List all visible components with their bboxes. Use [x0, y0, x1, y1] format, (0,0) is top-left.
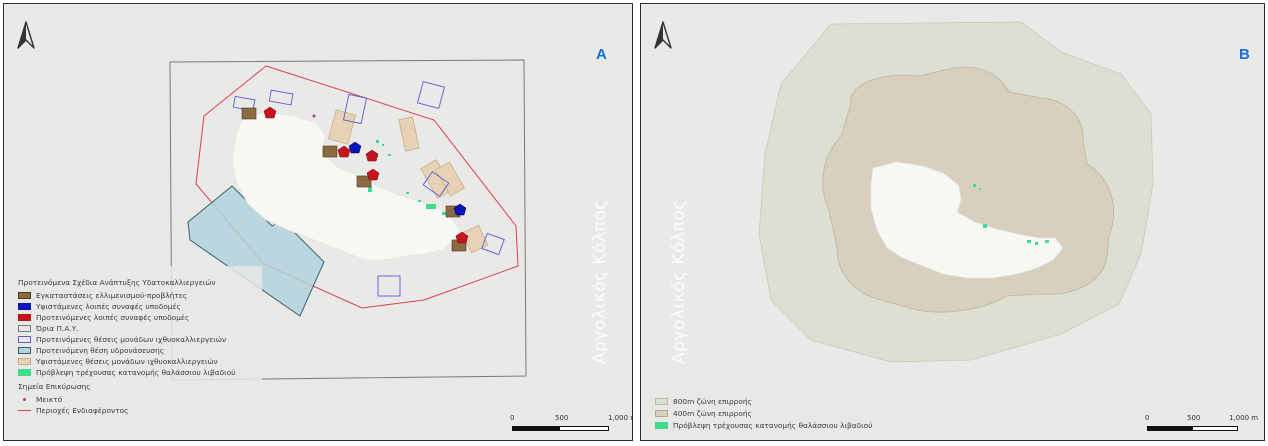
legend-item-label: Μεικτό: [36, 395, 63, 404]
legend-item-existing-infra: Υφιστάμενες λοιπές συναφές υποδομές: [18, 301, 181, 312]
legend-item-pay-boundary: Όρια Π.Α.Υ.: [18, 323, 79, 334]
hydro-site-swatch-icon: [18, 347, 31, 354]
existing-infrastructure: [348, 141, 467, 216]
scale-bar-b: 0 500 1,000 m: [1145, 414, 1263, 436]
interest-area: [195, 65, 519, 309]
island-b: [870, 161, 1064, 279]
scale-label-1000: 1,000 m: [1229, 414, 1259, 422]
legend-item-label: Πρόβλεψη τρέχουσας κατανομής θαλάσσιου λ…: [36, 368, 236, 377]
proposed-fish-units: [232, 80, 505, 297]
legend-item-label: Όρια Π.Α.Υ.: [36, 324, 79, 333]
validation-point: [312, 114, 316, 118]
proposed-units-swatch-icon: [18, 336, 31, 343]
legend-item-existing-units: Υφιστάμενες θέσεις μονάδων ιχθυοκαλλιεργ…: [18, 356, 218, 367]
scale-segment-dark: [512, 426, 559, 431]
map-panel-a[interactable]: A Αργολικός Κόλπος Προτεινόμενα Σχέδια Α…: [3, 3, 633, 441]
legend-item-label: 800m ζώνη επιρροής: [673, 397, 752, 406]
legend-item-label: Περιοχές Ενδιαφέροντος: [36, 406, 129, 415]
legend-item-zone400: 400m ζώνη επιρροής: [655, 408, 752, 419]
north-arrow-icon: [651, 20, 675, 50]
gulf-label-a: Αργολικός Κόλπος: [590, 199, 610, 364]
scale-label-0: 0: [510, 414, 515, 422]
zone400-swatch-icon: [655, 410, 668, 417]
scale-segment-light: [1192, 426, 1238, 431]
proposed-infra-swatch-icon: [18, 314, 31, 321]
seagrass-swatch-icon: [655, 422, 668, 429]
legend-item-label: Εγκαταστάσεις ελλιμενισμού-προβλήτες: [36, 291, 188, 300]
interest-line-icon: [18, 410, 31, 411]
legend-item-points: Μεικτό: [18, 394, 62, 405]
legend-item-seagrass: Πρόβλεψη τρέχουσας κατανομής θαλάσσιου λ…: [18, 367, 235, 378]
point-swatch-icon: [18, 396, 31, 403]
legend-item-label: Προτεινόμενη θέση υδρονάσευσης: [36, 346, 165, 355]
boundary-swatch-icon: [18, 325, 31, 332]
legend-item-seagrass-b: Πρόβλεψη τρέχουσας κατανομής θαλάσσιου λ…: [655, 420, 872, 431]
existing-units-swatch-icon: [18, 358, 31, 365]
scale-bar-a: 0 500 1,000 m: [510, 414, 632, 436]
scale-segment-light: [559, 426, 609, 431]
port-facilities: [241, 107, 467, 252]
legend-title: Προτεινόμενα Σχέδια Ανάπτυξης Υδατοκαλλι…: [18, 278, 216, 287]
legend-item-interest: Περιοχές Ενδιαφέροντος: [18, 405, 128, 416]
north-arrow-icon: [14, 20, 38, 50]
seagrass-swatch-icon: [18, 369, 31, 376]
map-panel-b[interactable]: B Αργολικός Κόλπος 800m ζώνη επιρροής 40…: [640, 3, 1265, 441]
scale-segment-dark: [1147, 426, 1192, 431]
panel-letter-b: B: [1239, 46, 1250, 63]
existing-fish-units: [327, 109, 489, 254]
proposed-hydro-site: [187, 185, 325, 317]
legend-a: Προτεινόμενα Σχέδια Ανάπτυξης Υδατοκαλλι…: [12, 266, 262, 440]
legend-item-label: Υφιστάμενες λοιπές συναφές υποδομές: [36, 302, 181, 311]
scale-label-500: 500: [1187, 414, 1201, 422]
facility-swatch-icon: [18, 292, 31, 299]
gulf-label-b: Αργολικός Κόλπος: [669, 199, 689, 364]
existing-infra-swatch-icon: [18, 303, 31, 310]
legend-item-facilities: Εγκαταστάσεις ελλιμενισμού-προβλήτες: [18, 290, 187, 301]
map-canvas-a[interactable]: [4, 4, 633, 441]
legend-item-label: Προτεινόμενες λοιπές συναφές υποδομές: [36, 313, 190, 322]
proposed-infrastructure: [263, 106, 469, 244]
seagrass-patches-b: [973, 184, 1049, 245]
legend-b: 800m ζώνη επιρροής 400m ζώνη επιρροής Πρ…: [649, 390, 893, 440]
map-canvas-b[interactable]: [641, 4, 1265, 441]
legend-subtitle: Σημεία Επικύρωσης: [18, 382, 91, 391]
scale-label-500: 500: [555, 414, 569, 422]
scale-label-0: 0: [1145, 414, 1150, 422]
legend-item-zone800: 800m ζώνη επιρροής: [655, 396, 752, 407]
zone800-swatch-icon: [655, 398, 668, 405]
legend-item-proposed-units: Προτεινόμενες θέσεις μονάδων ιχθυοκαλλιε…: [18, 334, 226, 345]
scale-label-1000: 1,000 m: [608, 414, 632, 422]
legend-item-hydro-site: Προτεινόμενη θέση υδρονάσευσης: [18, 345, 164, 356]
legend-item-label: Προτεινόμενες θέσεις μονάδων ιχθυοκαλλιε…: [36, 335, 227, 344]
legend-item-label: 400m ζώνη επιρροής: [673, 409, 752, 418]
legend-item-label: Πρόβλεψη τρέχουσας κατανομής θαλάσσιου λ…: [673, 421, 873, 430]
panel-letter-a: A: [596, 46, 607, 63]
legend-item-label: Υφιστάμενες θέσεις μονάδων ιχθυοκαλλιεργ…: [36, 357, 218, 366]
legend-item-proposed-infra: Προτεινόμενες λοιπές συναφές υποδομές: [18, 312, 189, 323]
